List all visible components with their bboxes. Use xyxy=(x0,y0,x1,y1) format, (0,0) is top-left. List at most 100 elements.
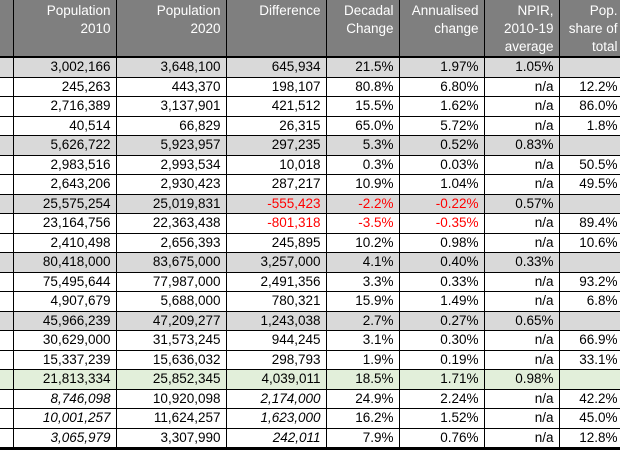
table-cell: 0.52% xyxy=(398,135,485,156)
row-spacer-cell xyxy=(0,369,14,390)
header-cell-spacer xyxy=(0,0,14,58)
table-cell: n/a xyxy=(483,388,560,409)
table-cell: 245,263 xyxy=(12,76,117,97)
table-cell: 21.5% xyxy=(325,56,400,78)
table-cell: 0.19% xyxy=(398,349,485,370)
table-cell: 25,852,345 xyxy=(115,369,227,390)
table-cell: 26,315 xyxy=(225,115,327,136)
table-cell: 77,987,000 xyxy=(115,271,227,292)
table-cell: 30,629,000 xyxy=(12,330,117,351)
table-cell: 0.98% xyxy=(483,369,560,390)
header-cell: Pop. share of total xyxy=(558,0,620,58)
table-cell: 4,907,679 xyxy=(12,291,117,312)
table-cell: n/a xyxy=(483,96,560,117)
table-cell: n/a xyxy=(483,154,560,175)
table-row: 5,626,722 5,923,957 297,235 5.3% 0.52% 0.83% xyxy=(0,135,620,156)
table-row: 75,495,644 77,987,000 2,491,356 3.3% 0.33% n/… xyxy=(0,271,620,292)
table-cell: 2.24% xyxy=(398,388,485,409)
table-cell: 10,018 xyxy=(225,154,327,175)
table-cell: 1.49% xyxy=(398,291,485,312)
table-cell: 0.83% xyxy=(483,135,560,156)
table-cell: 1.05% xyxy=(483,56,560,78)
table-cell: 3,648,100 xyxy=(115,56,227,78)
header-cell: Annualised change xyxy=(398,0,485,58)
table-cell: 33.1% xyxy=(558,349,620,370)
table-cell: 66.9% xyxy=(558,330,620,351)
table-cell: 0.65% xyxy=(483,310,560,331)
header-cell: Population 2010 xyxy=(12,0,117,58)
table-cell: 298,793 xyxy=(225,349,327,370)
table-cell: 5,923,957 xyxy=(115,135,227,156)
table-row: 8,746,098 10,920,098 2,174,000 24.9% 2.24% n/… xyxy=(0,388,620,409)
table-cell: 0.3% xyxy=(325,154,400,175)
table-row: 10,001,257 11,624,257 1,623,000 16.2% 1.52% n… xyxy=(0,408,620,429)
table-cell: 1.97% xyxy=(398,56,485,78)
table-cell: 65.0% xyxy=(325,115,400,136)
table-cell: 5.3% xyxy=(325,135,400,156)
table-cell: 421,512 xyxy=(225,96,327,117)
table-cell: 3,307,990 xyxy=(115,427,227,450)
table-row: 2,410,498 2,656,393 245,895 10.2% 0.98% n/a 10… xyxy=(0,232,620,253)
table-cell: 2,930,423 xyxy=(115,174,227,195)
table-cell xyxy=(558,135,620,156)
table-cell: 66,829 xyxy=(115,115,227,136)
table-cell: 42.2% xyxy=(558,388,620,409)
row-spacer-cell xyxy=(0,349,14,370)
table-row: 2,643,206 2,930,423 287,217 10.9% 1.04% n/a 49… xyxy=(0,174,620,195)
table-cell: 242,011 xyxy=(225,427,327,450)
table-cell: 2,983,516 xyxy=(12,154,117,175)
header-cell: Population 2020 xyxy=(115,0,227,58)
table-cell: 31,573,245 xyxy=(115,330,227,351)
table-cell: 49.5% xyxy=(558,174,620,195)
table-row: 2,716,389 3,137,901 421,512 15.5% 1.62% n/a 86… xyxy=(0,96,620,117)
table-row: 25,575,254 25,019,831 -555,423 -2.2% -0.22% 0… xyxy=(0,193,620,214)
table-cell: 4.1% xyxy=(325,252,400,273)
table-cell: n/a xyxy=(483,427,560,450)
row-spacer-cell xyxy=(0,193,14,214)
table-cell: 10.9% xyxy=(325,174,400,195)
table-cell: 0.30% xyxy=(398,330,485,351)
table-cell: 1.04% xyxy=(398,174,485,195)
table-cell: n/a xyxy=(483,115,560,136)
table-cell: 1.71% xyxy=(398,369,485,390)
table-cell: 297,235 xyxy=(225,135,327,156)
table-cell: 50.5% xyxy=(558,154,620,175)
table-cell: 5.72% xyxy=(398,115,485,136)
header-cell: NPIR, 2010-19 average xyxy=(483,0,560,58)
table-row: 4,907,679 5,688,000 780,321 15.9% 1.49% n/a 6.… xyxy=(0,291,620,312)
table-cell: 198,107 xyxy=(225,76,327,97)
table-cell: 0.27% xyxy=(398,310,485,331)
table-cell: 2,410,498 xyxy=(12,232,117,253)
table-cell: 3.1% xyxy=(325,330,400,351)
table-cell: 2,643,206 xyxy=(12,174,117,195)
table-cell: 2,716,389 xyxy=(12,96,117,117)
table-row: 3,065,979 3,307,990 242,011 7.9% 0.76% n/a 12.… xyxy=(0,427,620,450)
table-cell: 2.7% xyxy=(325,310,400,331)
table-cell: 1.62% xyxy=(398,96,485,117)
table-cell: 22,363,438 xyxy=(115,213,227,234)
row-spacer-cell xyxy=(0,271,14,292)
table-cell: 15,636,032 xyxy=(115,349,227,370)
table-cell: 780,321 xyxy=(225,291,327,312)
table-cell: 45,966,239 xyxy=(12,310,117,331)
table-cell: 15,337,239 xyxy=(12,349,117,370)
table-cell: 1.9% xyxy=(325,349,400,370)
table-cell: 3.3% xyxy=(325,271,400,292)
table-cell: 3,257,000 xyxy=(225,252,327,273)
table-cell: 2,993,534 xyxy=(115,154,227,175)
table-cell: n/a xyxy=(483,76,560,97)
table-cell: -3.5% xyxy=(325,213,400,234)
table-cell: 3,137,901 xyxy=(115,96,227,117)
table-cell: 21,813,334 xyxy=(12,369,117,390)
table-row: 45,966,239 47,209,277 1,243,038 2.7% 0.27% 0.… xyxy=(0,310,620,331)
table-cell: 0.98% xyxy=(398,232,485,253)
table-cell: 944,245 xyxy=(225,330,327,351)
table-cell: 0.33% xyxy=(483,252,560,273)
table-cell: 45.0% xyxy=(558,408,620,429)
table-cell: 245,895 xyxy=(225,232,327,253)
table-cell: 1,243,038 xyxy=(225,310,327,331)
table-cell: 5,626,722 xyxy=(12,135,117,156)
table-cell: 11,624,257 xyxy=(115,408,227,429)
table-cell: 3,002,166 xyxy=(12,56,117,78)
